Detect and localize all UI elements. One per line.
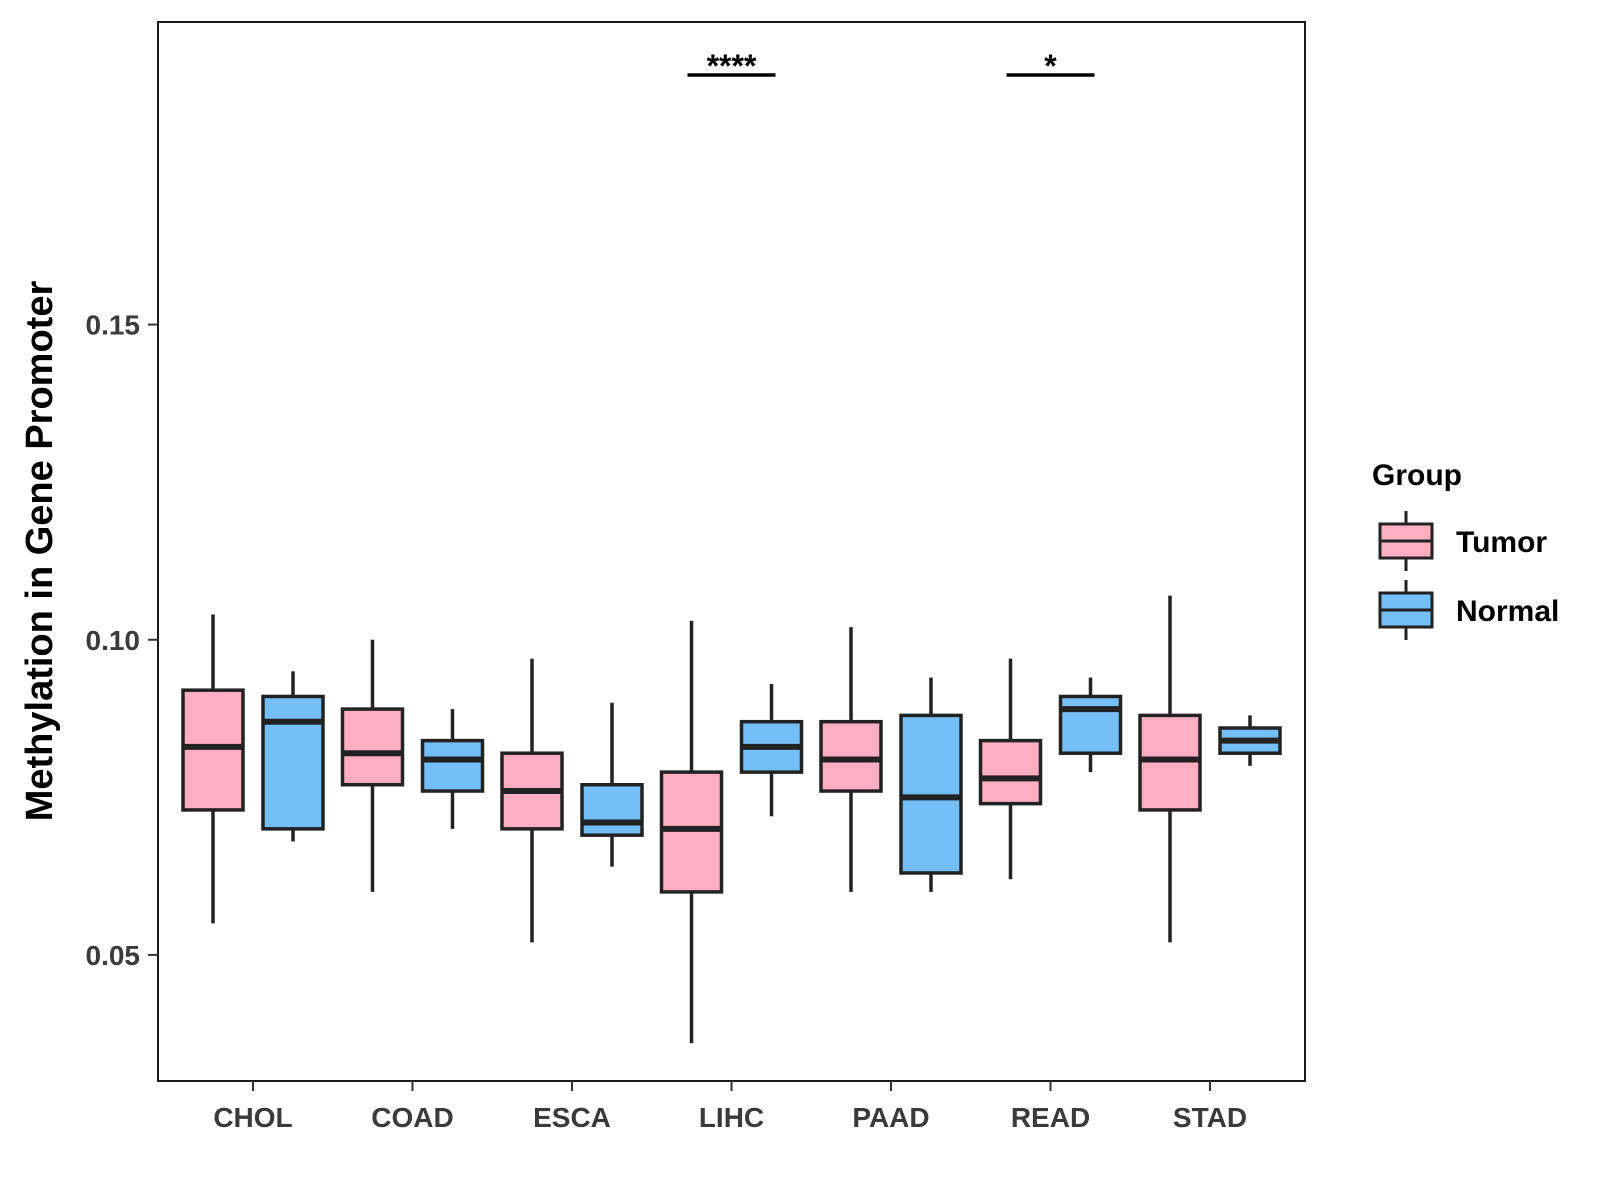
box-normal-coad <box>420 709 485 829</box>
legend-label-normal: Normal <box>1456 595 1559 628</box>
box-tumor-esca <box>500 658 564 943</box>
x-tick-label-coad: COAD <box>371 1102 453 1133</box>
box-normal-stad <box>1218 715 1282 766</box>
box-tumor-read <box>978 658 1043 880</box>
x-tick-label-chol: CHOL <box>213 1102 292 1133</box>
box-body <box>899 713 963 875</box>
significance-label: * <box>1044 48 1057 84</box>
y-tick-label: 0.10 <box>86 625 141 656</box>
significance-read: * <box>1006 48 1095 84</box>
box-normal-lihc <box>739 683 804 817</box>
x-tick-label-lihc: LIHC <box>699 1102 764 1133</box>
legend-item-tumor: Tumor <box>1378 511 1547 571</box>
legend-item-normal: Normal <box>1378 580 1559 640</box>
box-tumor-coad <box>340 639 405 892</box>
x-tick-label-esca: ESCA <box>533 1102 611 1133</box>
chart-legend: Group Tumor Normal <box>1372 459 1559 640</box>
box-body <box>1138 713 1202 812</box>
box-body <box>659 770 724 894</box>
significance-lihc: **** <box>687 48 776 84</box>
plot-panel <box>157 21 1306 1082</box>
box-body <box>181 688 245 812</box>
box-tumor-lihc <box>659 620 724 1044</box>
box-body <box>978 738 1043 806</box>
x-tick-label-read: READ <box>1011 1102 1090 1133</box>
box-body <box>420 738 485 793</box>
box-normal-chol <box>261 671 325 842</box>
y-tick-label: 0.15 <box>86 310 141 341</box>
y-axis-title: Methylation in Gene Promoter <box>19 281 61 822</box>
legend-title: Group <box>1372 459 1462 492</box>
x-tick-label-stad: STAD <box>1173 1102 1247 1133</box>
box-body <box>340 707 405 787</box>
box-tumor-stad <box>1138 595 1202 943</box>
chart-marks: **** * <box>181 48 1282 1044</box>
box-body <box>261 694 325 831</box>
box-normal-read <box>1058 677 1123 773</box>
x-tick-label-paad: PAAD <box>852 1102 929 1133</box>
significance-label: **** <box>707 48 757 84</box>
box-normal-paad <box>899 677 963 892</box>
y-tick-label: 0.05 <box>86 940 141 971</box>
box-tumor-chol <box>181 614 245 924</box>
box-normal-esca <box>580 702 644 867</box>
legend-label-tumor: Tumor <box>1456 526 1547 559</box>
box-body <box>580 782 644 837</box>
box-body <box>819 719 883 793</box>
box-tumor-paad <box>819 627 883 892</box>
box-body <box>1058 694 1123 755</box>
chart-axes: CHOL COAD ESCA LIHC PAAD READ STAD 0.05 0.10 0.15 <box>86 310 1248 1133</box>
